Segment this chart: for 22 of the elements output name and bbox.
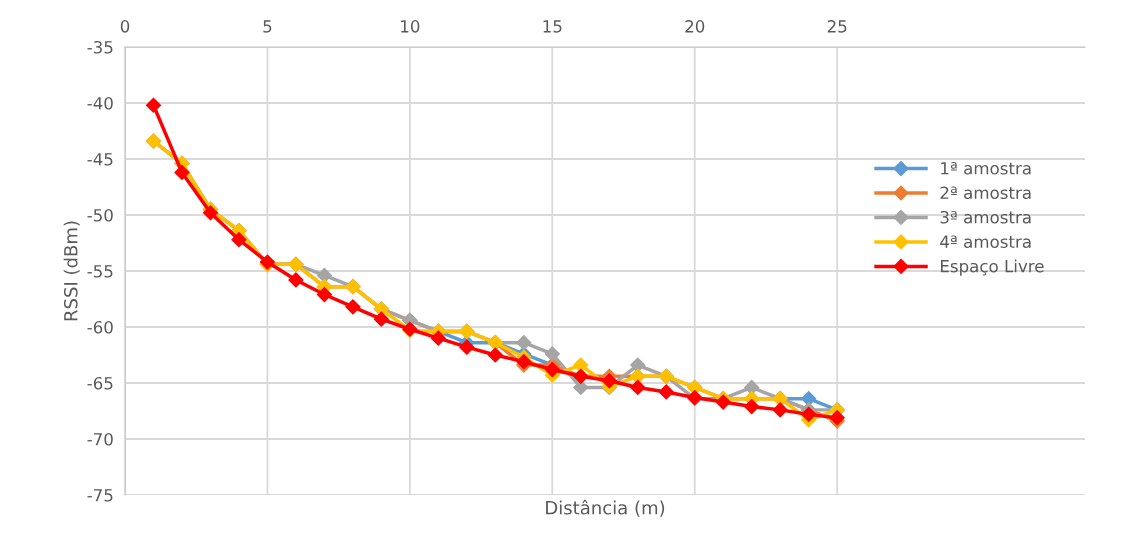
legend-label: 2ª amostra	[940, 186, 1031, 200]
x-tick-label: 20	[685, 20, 705, 33]
x-tick-label: 15	[543, 20, 562, 33]
y-tick-label: -55	[87, 265, 113, 278]
y-axis-title: RSSI (dBm)	[63, 221, 80, 321]
y-tick-label: -60	[87, 320, 113, 334]
x-tick-label: 0	[120, 20, 130, 33]
y-tick-label: -65	[87, 376, 113, 390]
legend-label: Espaço Livre	[940, 259, 1044, 276]
x-tick-label: 5	[263, 20, 272, 33]
y-tick-label: -40	[87, 96, 113, 110]
legend-label: 3ª amostra	[940, 210, 1031, 224]
y-tick-label: -70	[87, 432, 113, 446]
y-tick-label: -45	[87, 153, 113, 166]
legend-label: 4ª amostra	[940, 235, 1031, 248]
y-tick-label: -35	[87, 40, 113, 54]
y-tick-label: -75	[87, 489, 113, 502]
legend-label: 1ª amostra	[941, 162, 1031, 175]
x-tick-label: 25	[827, 20, 847, 33]
x-axis-title: Distância (m)	[546, 499, 665, 517]
y-tick-label: -50	[87, 208, 113, 222]
x-tick-label: 10	[401, 20, 420, 33]
